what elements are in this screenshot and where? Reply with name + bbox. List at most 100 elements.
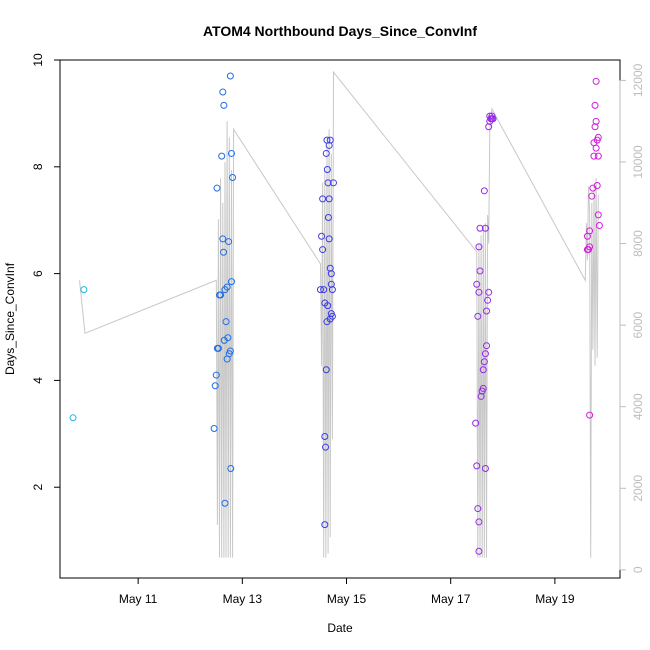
data-point (321, 521, 329, 529)
data-point (219, 88, 227, 96)
data-point (229, 173, 237, 181)
data-point (476, 224, 484, 232)
data-point (324, 179, 332, 187)
data-point (223, 283, 231, 291)
data-point (316, 286, 324, 294)
y2-tick-label: 2000 (631, 475, 645, 502)
data-point (594, 211, 602, 219)
data-point (227, 149, 235, 157)
data-point (325, 141, 333, 149)
data-point (324, 302, 332, 310)
data-point (325, 235, 333, 243)
data-point (473, 280, 481, 288)
series-2 (210, 72, 237, 507)
y2-tick-label: 10000 (631, 145, 645, 179)
data-point (473, 462, 481, 470)
data-point (485, 123, 493, 131)
data-point (326, 264, 334, 272)
data-point (474, 505, 482, 513)
data-point (327, 270, 335, 278)
data-point (220, 101, 228, 109)
data-point (227, 278, 235, 286)
x-tick-label: May 11 (119, 592, 158, 606)
chart-title: ATOM4 Northbound Days_Since_ConvInf (203, 23, 477, 39)
series-3 (316, 136, 337, 529)
data-point (226, 72, 234, 80)
x-tick-label: May 17 (431, 592, 471, 606)
data-point (588, 192, 596, 200)
data-point (594, 152, 602, 160)
data-point (586, 243, 594, 251)
y2-tick-label: 6000 (631, 311, 645, 338)
plot-frame (59, 59, 621, 579)
y2-tick-label: 4000 (631, 393, 645, 420)
data-point (475, 518, 483, 526)
data-point (220, 248, 228, 256)
data-point (324, 214, 332, 222)
data-point (318, 232, 326, 240)
data-point (484, 296, 492, 304)
data-point (476, 267, 484, 275)
data-point (479, 366, 487, 374)
data-point (593, 181, 601, 189)
data-point (326, 315, 334, 323)
data-point (227, 465, 235, 473)
data-point (592, 144, 600, 152)
data-point (226, 347, 234, 355)
y-tick-label: 10 (31, 53, 45, 67)
y-axis-title: Days_Since_ConvInf (3, 262, 17, 375)
data-point (326, 136, 334, 144)
data-point (594, 133, 602, 141)
data-point (475, 243, 483, 251)
data-point (489, 115, 497, 123)
data-point (329, 179, 337, 187)
y2-tick-label: 8000 (631, 230, 645, 257)
data-point (218, 152, 226, 160)
x-tick-label: May 13 (223, 592, 263, 606)
scatter-points (69, 72, 603, 555)
data-point (325, 195, 333, 203)
data-point (213, 184, 221, 192)
data-point (212, 371, 220, 379)
data-point (474, 312, 482, 320)
data-point (479, 384, 487, 392)
data-point (69, 414, 77, 422)
data-point (217, 291, 225, 299)
data-point (214, 344, 222, 352)
y-tick-label: 8 (31, 163, 45, 170)
data-point (210, 424, 218, 432)
data-point (327, 280, 335, 288)
y2-axis: 0 2000 4000 6000 8000 10000 12000 (619, 63, 645, 573)
data-point (595, 222, 603, 230)
data-point (211, 382, 219, 390)
data-point (480, 358, 488, 366)
data-point (321, 432, 329, 440)
data-point (481, 350, 489, 358)
series-5 (583, 77, 603, 419)
data-point (481, 465, 489, 473)
y-axis: 2 4 6 8 10 (31, 53, 60, 491)
data-point (328, 286, 336, 294)
data-point (483, 342, 491, 350)
y-tick-label: 2 (31, 484, 45, 491)
data-point (592, 77, 600, 85)
data-point (472, 419, 480, 427)
y2-tick-label: 0 (631, 566, 645, 573)
data-point (219, 235, 227, 243)
x-axis: May 11 May 13 May 15 May 17 May 19 (119, 578, 575, 606)
data-point (483, 307, 491, 315)
data-point (591, 123, 599, 131)
data-point (222, 318, 230, 326)
data-point (322, 443, 330, 451)
y-tick-label: 4 (31, 377, 45, 384)
data-point (224, 334, 232, 342)
data-point (477, 392, 485, 400)
data-point (323, 165, 331, 173)
data-point (225, 238, 233, 246)
data-point (320, 286, 328, 294)
data-point (322, 149, 330, 157)
data-point (319, 195, 327, 203)
secondary-line-series (79, 70, 599, 558)
series-1 (69, 286, 88, 422)
data-point (591, 101, 599, 109)
